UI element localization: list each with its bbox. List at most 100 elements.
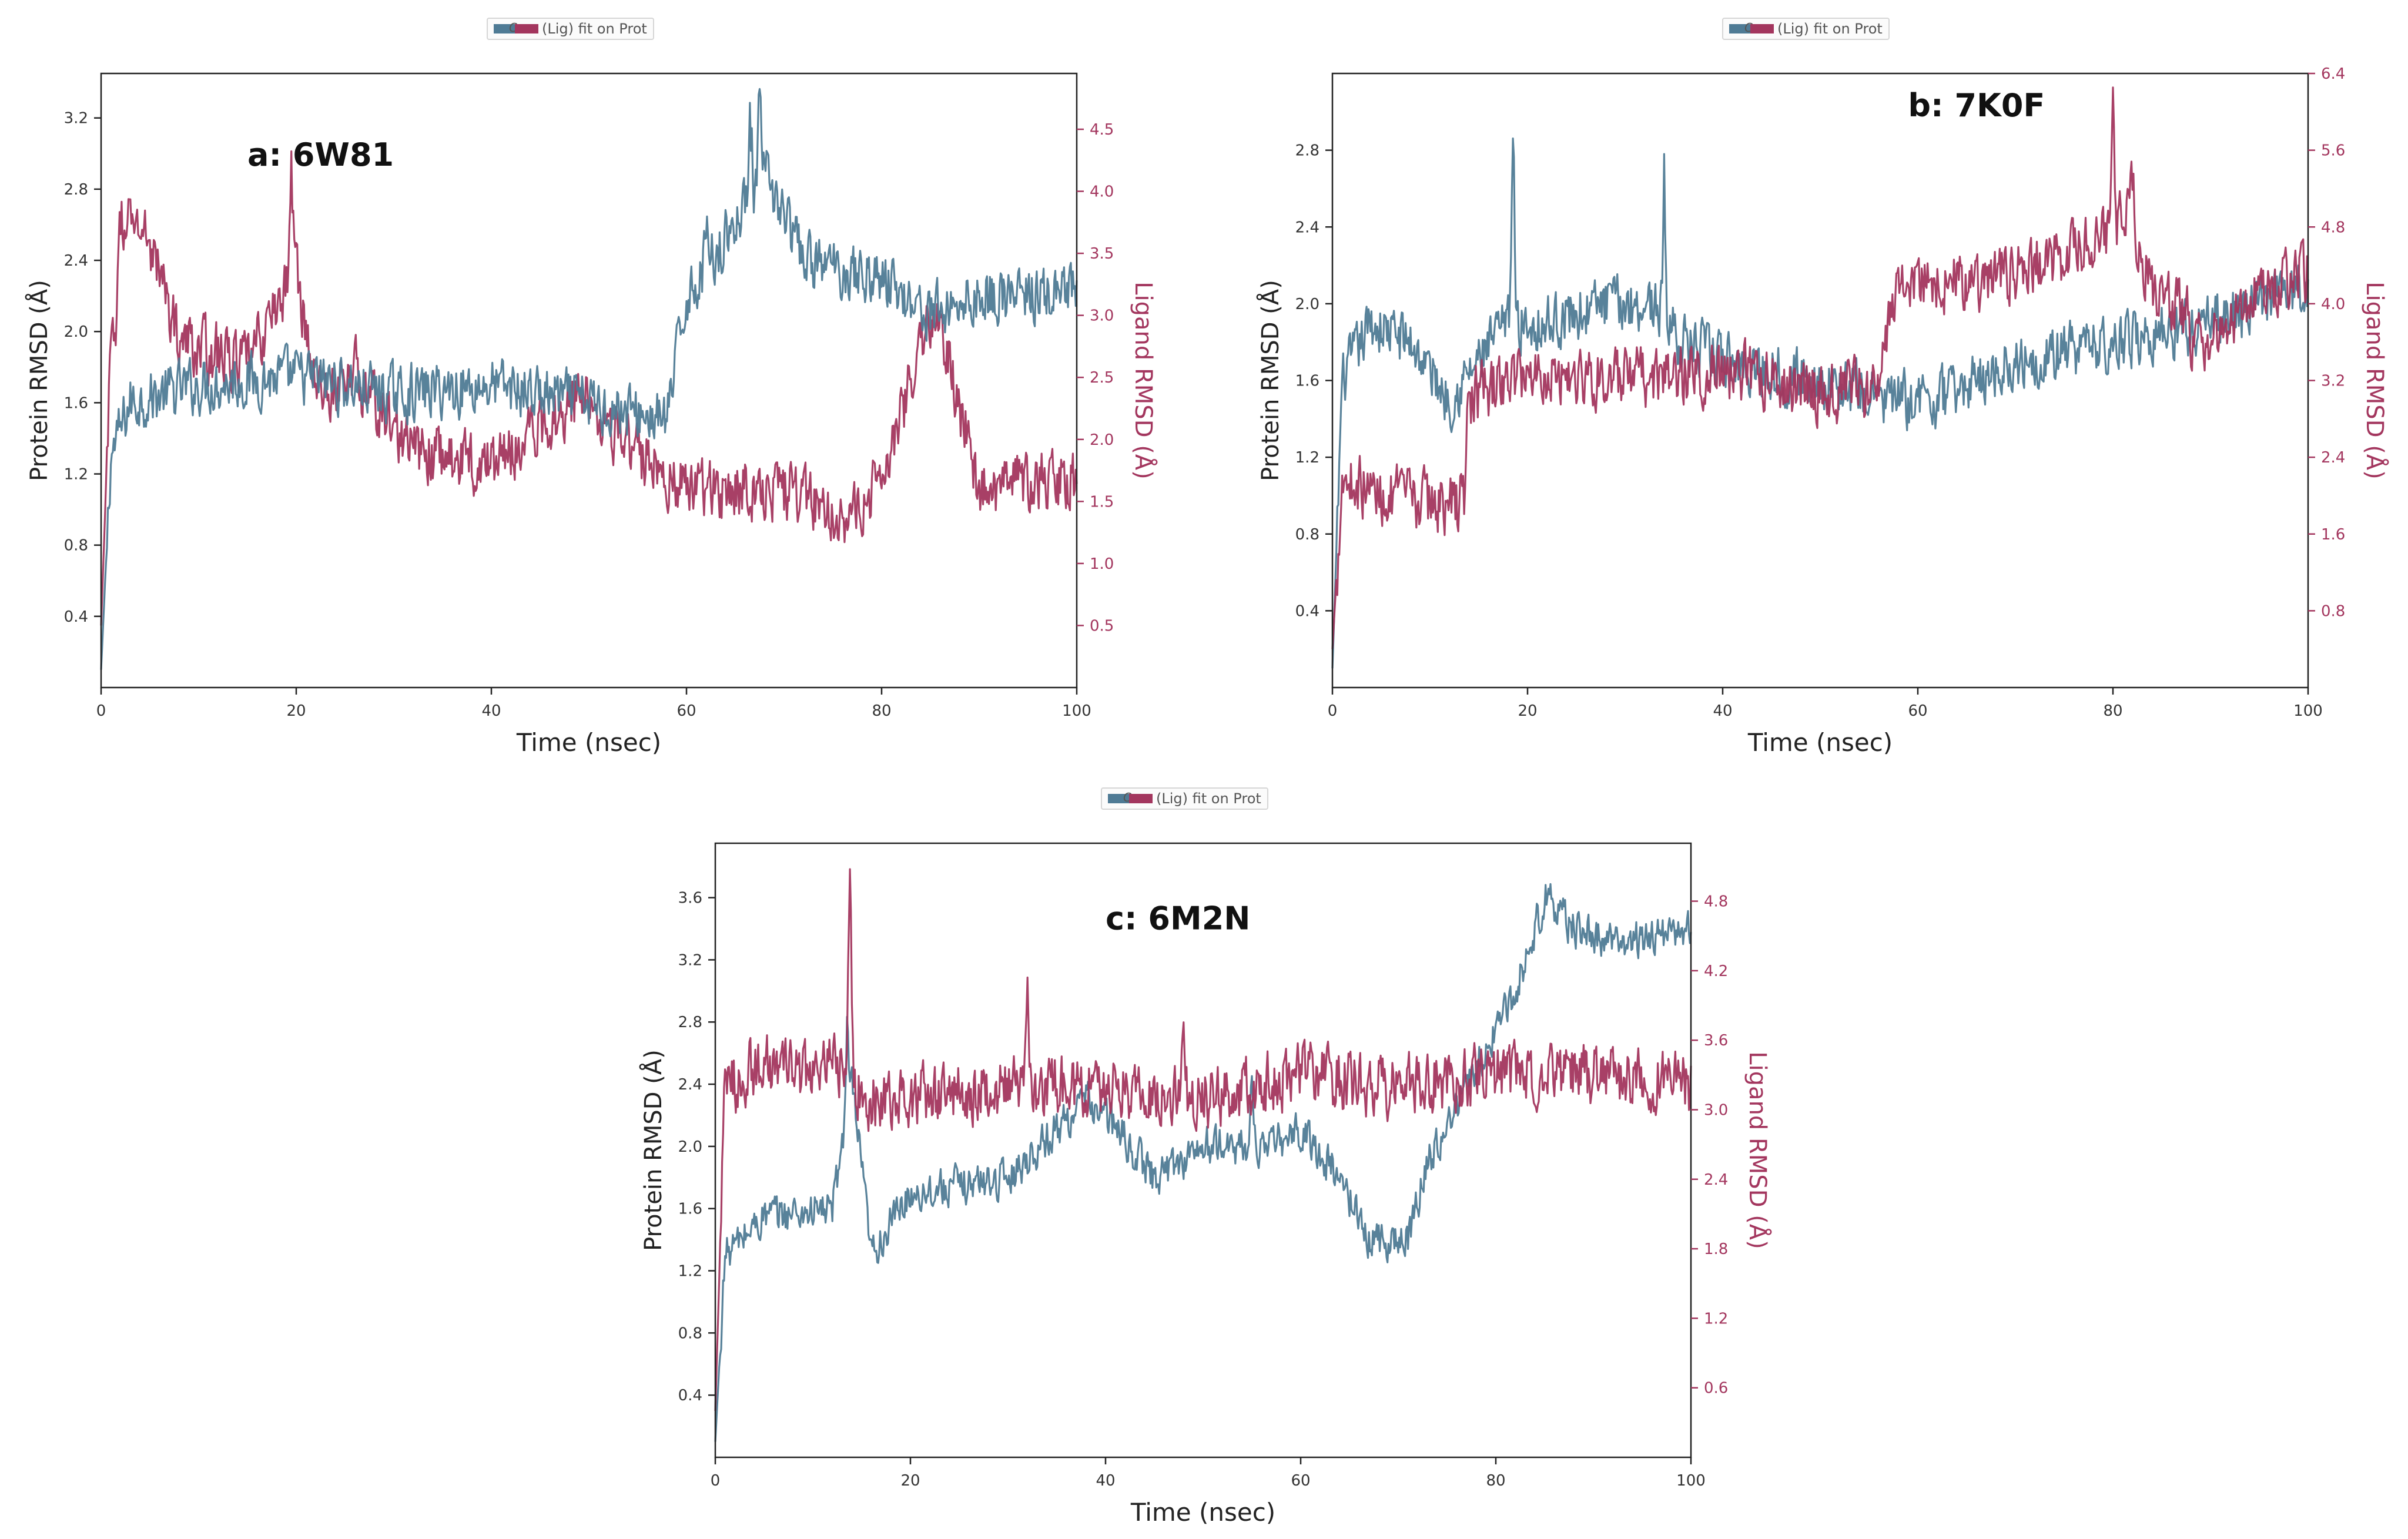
y-left-axis-label: Protein RMSD (Å): [25, 280, 53, 481]
y-right-tick-label: 4.5: [1090, 121, 1114, 139]
y-left-tick-label: 2.0: [64, 323, 88, 341]
y-right-tick-label: 3.6: [1704, 1032, 1728, 1050]
y-left-tick-label: 2.0: [678, 1138, 702, 1156]
y-right-tick-label: 4.0: [2321, 296, 2345, 313]
legend-b: Cα (Lig) fit on Prot: [1722, 18, 1890, 40]
x-tick-label: 20: [1518, 702, 1537, 720]
y-right-tick-label: 0.8: [2321, 602, 2345, 620]
y-left-tick-label: 3.2: [678, 951, 702, 969]
y-left-tick-label: 1.6: [678, 1201, 702, 1218]
legend-ligand-label: (Lig) fit on Prot: [1156, 790, 1261, 807]
x-tick-label: 40: [1096, 1472, 1115, 1490]
x-axis-label: Time (nsec): [1747, 728, 1893, 757]
x-axis-label: Time (nsec): [516, 728, 661, 757]
chart-title: a: 6W81: [247, 136, 394, 173]
y-right-tick-label: 2.5: [1090, 369, 1114, 387]
chart-panel-c: Cα (Lig) fit on Prot 0 20 40 60 80 100 0.4 0.8 1…: [614, 770, 1790, 1539]
y-left-tick-label: 0.8: [678, 1325, 702, 1342]
y-left-tick-label: 2.8: [678, 1014, 702, 1031]
chart-panel-b: Cα (Lig) fit on Prot 0 20 40 60 80 100 0.4 0.8 1…: [1231, 0, 2408, 764]
y-left-tick-label: 0.4: [678, 1387, 702, 1404]
x-tick-label: 80: [2103, 702, 2122, 720]
y-right-tick-label: 1.8: [1704, 1240, 1728, 1258]
chart-title: b: 7K0F: [1908, 87, 2045, 124]
legend-swatch-ligand: [515, 24, 538, 33]
series-line-protein: [714, 883, 1692, 1442]
y-left-tick-label: 1.2: [64, 466, 88, 484]
y-left-axis-label: Protein RMSD (Å): [639, 1050, 667, 1251]
y-right-tick-label: 1.5: [1090, 493, 1114, 511]
chart-c-svg: 0 20 40 60 80 100 0.4 0.8 1.2 1.6 2.0 2.4 2.8 3.2 3.6 0…: [639, 842, 1772, 1527]
y-left-tick-label: 2.8: [64, 181, 88, 199]
x-tick-label: 80: [872, 702, 891, 720]
y-right-tick-label: 1.2: [1704, 1310, 1728, 1327]
legend-swatch-ligand: [1129, 794, 1153, 803]
y-left-tick-label: 3.6: [678, 890, 702, 907]
x-tick-label: 20: [286, 702, 306, 720]
y-right-axis-label: Ligand RMSD (Å): [1744, 1051, 1772, 1249]
y-right-tick-label: 4.8: [1704, 893, 1728, 911]
y-right-tick-label: 4.8: [2321, 219, 2345, 236]
plot-frame: [714, 842, 1692, 1458]
y-right-tick-label: 2.4: [1704, 1171, 1728, 1189]
y-right-axis-label: Ligand RMSD (Å): [1130, 281, 1158, 480]
y-right-tick-label: 3.2: [2321, 373, 2345, 390]
y-left-tick-label: 2.0: [1295, 296, 1319, 313]
y-left-tick-label: 1.6: [1295, 373, 1319, 390]
y-left-tick-label: 1.2: [678, 1263, 702, 1280]
y-left-tick-label: 2.4: [678, 1076, 702, 1094]
y-left-axis-label: Protein RMSD (Å): [1256, 280, 1284, 481]
x-axis-label: Time (nsec): [1130, 1498, 1275, 1527]
y-left-tick-label: 0.8: [1295, 526, 1319, 544]
x-tick-label: 0: [96, 702, 106, 720]
y-left-tick-label: 0.4: [1295, 602, 1319, 620]
y-right-tick-label: 3.0: [1704, 1101, 1728, 1119]
legend-swatch-ligand: [1750, 24, 1774, 33]
y-right-tick-label: 6.4: [2321, 65, 2345, 83]
y-right-tick-label: 0.6: [1704, 1380, 1728, 1397]
y-right-tick-label: 5.6: [2321, 142, 2345, 160]
series-line-ligand: [714, 868, 1692, 1411]
x-tick-label: 80: [1486, 1472, 1505, 1490]
plot-frame: [100, 72, 1078, 689]
chart-title: c: 6M2N: [1106, 900, 1250, 937]
x-tick-label: 100: [1062, 702, 1091, 720]
y-left-tick-label: 1.2: [1295, 449, 1319, 467]
x-tick-label: 100: [2293, 702, 2323, 720]
x-tick-label: 20: [900, 1472, 920, 1490]
series-line-protein: [100, 88, 1078, 670]
y-left-tick-label: 3.2: [64, 110, 88, 128]
chart-panel-a: Cα (Lig) fit on Prot 0 20 40 60 80 100 0.4 0.8 1…: [0, 0, 1175, 764]
x-tick-label: 0: [711, 1472, 721, 1490]
y-right-tick-label: 3.0: [1090, 307, 1114, 325]
y-left-tick-label: 2.4: [1295, 219, 1319, 236]
y-right-tick-label: 4.0: [1090, 183, 1114, 201]
x-tick-label: 60: [676, 702, 696, 720]
y-right-tick-label: 4.2: [1704, 963, 1728, 980]
legend-ligand-label: (Lig) fit on Prot: [1777, 21, 1883, 37]
y-right-tick-label: 1.6: [2321, 526, 2345, 544]
series-line-ligand: [1331, 86, 2309, 649]
y-right-tick-label: 2.4: [2321, 449, 2345, 467]
chart-a-svg: 0 20 40 60 80 100 0.4 0.8 1.2 1.6 2.0 2.4 2.8 3.2 0.5 1…: [25, 72, 1158, 757]
x-tick-label: 60: [1291, 1472, 1310, 1490]
x-tick-label: 40: [481, 702, 501, 720]
x-tick-label: 60: [1908, 702, 1927, 720]
legend-a: Cα (Lig) fit on Prot: [487, 18, 654, 40]
y-right-tick-label: 1.0: [1090, 555, 1114, 573]
y-right-tick-label: 3.5: [1090, 245, 1114, 263]
x-tick-label: 0: [1328, 702, 1338, 720]
chart-b-svg: 0 20 40 60 80 100 0.4 0.8 1.2 1.6 2.0 2.4 2.8 0.8 1.6 2…: [1256, 65, 2389, 757]
legend-ligand-label: (Lig) fit on Prot: [542, 21, 647, 37]
y-right-axis-label: Ligand RMSD (Å): [2361, 281, 2389, 480]
y-left-tick-label: 2.8: [1295, 142, 1319, 160]
y-right-tick-label: 0.5: [1090, 617, 1114, 635]
y-left-tick-label: 2.4: [64, 252, 88, 270]
y-left-tick-label: 0.4: [64, 608, 88, 626]
legend-c: Cα (Lig) fit on Prot: [1101, 787, 1268, 810]
x-tick-label: 100: [1676, 1472, 1706, 1490]
y-right-tick-label: 2.0: [1090, 431, 1114, 449]
x-tick-label: 40: [1713, 702, 1732, 720]
y-left-tick-label: 1.6: [64, 394, 88, 412]
y-left-tick-label: 0.8: [64, 537, 88, 555]
